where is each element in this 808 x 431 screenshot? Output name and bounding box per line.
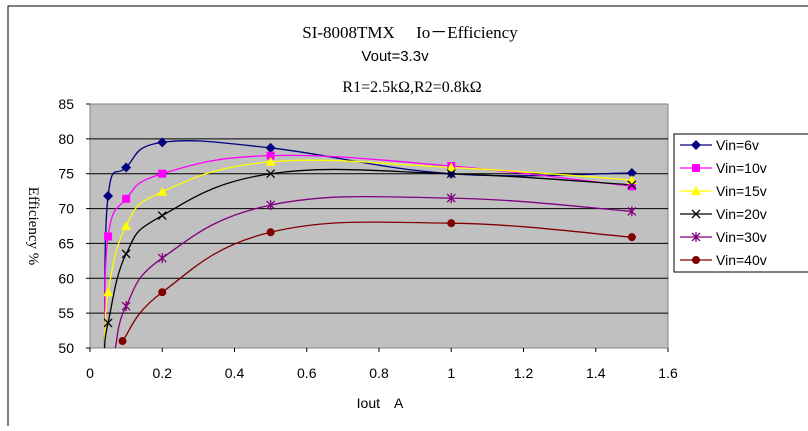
legend: Vin=6v Vin=10v Vin=15v Vin=20v Vin=30v Vin=40… xyxy=(680,137,767,268)
legend-box xyxy=(673,133,808,273)
data-point-0-3 xyxy=(157,137,168,148)
data-point-1-1 xyxy=(104,232,113,241)
y-tick-label-75: 75 xyxy=(58,166,74,182)
plot-area xyxy=(89,103,669,349)
legend-label-1: Vin=10v xyxy=(716,160,767,176)
y-tick-label-65: 65 xyxy=(58,235,74,251)
data-point-5-1 xyxy=(158,288,167,297)
data-point-4-3 xyxy=(266,200,276,211)
data-point-3-2 xyxy=(121,249,131,259)
data-point-3-3 xyxy=(157,211,167,221)
x-tick-label-1.2: 1.2 xyxy=(514,365,534,381)
data-point-0-4 xyxy=(265,142,276,153)
axes: 50 55 60 65 70 75 80 85 0 0.2 0.4 0.6 0.8 1 1.2 1.4 1.6 xyxy=(58,96,678,381)
data-point-2-1 xyxy=(103,287,114,297)
data-point-1-6 xyxy=(627,182,636,191)
y-tick-label-60: 60 xyxy=(58,270,74,286)
y-tick-label-50: 50 xyxy=(58,340,74,356)
data-point-1-3 xyxy=(158,169,167,178)
series-line-3 xyxy=(103,168,632,348)
chart-title-line-1: SI-8008TMX Io－Efficiency xyxy=(302,23,518,42)
data-point-5-4 xyxy=(627,233,636,242)
x-tick-label-0: 0 xyxy=(86,365,94,381)
data-point-3-4 xyxy=(266,169,276,179)
legend-marker-3 xyxy=(691,209,701,219)
data-point-3-6 xyxy=(627,180,637,190)
legend-label-2: Vin=15v xyxy=(716,183,767,199)
data-point-2-2 xyxy=(121,221,132,230)
y-tick-label-70: 70 xyxy=(58,201,74,217)
data-point-4-2 xyxy=(157,253,167,264)
data-point-0-2 xyxy=(121,162,132,173)
x-tick-label-1.4: 1.4 xyxy=(586,365,606,381)
data-point-4-5 xyxy=(627,206,637,217)
data-point-1-2 xyxy=(122,194,131,203)
legend-marker-2 xyxy=(691,186,701,195)
legend-marker-5 xyxy=(692,256,700,264)
data-point-0-6 xyxy=(626,168,637,179)
legend-label-4: Vin=30v xyxy=(716,229,767,245)
data-point-2-5 xyxy=(446,162,457,172)
series-markers xyxy=(103,137,637,346)
data-point-5-3 xyxy=(447,219,456,228)
y-tick-label-80: 80 xyxy=(58,131,74,147)
chart-title-line-2: Vout=3.3v xyxy=(361,48,429,65)
x-tick-label-1.6: 1.6 xyxy=(658,365,678,381)
legend-label-3: Vin=20v xyxy=(716,206,767,222)
data-point-2-3 xyxy=(157,186,168,196)
x-tick-label-0.4: 0.4 xyxy=(225,365,245,381)
data-point-2-4 xyxy=(265,156,276,166)
y-tick-label-55: 55 xyxy=(58,305,74,321)
legend-marker-1 xyxy=(692,164,700,172)
data-point-3-5 xyxy=(446,169,456,179)
y-tick-label-85: 85 xyxy=(58,96,74,112)
data-point-5-0 xyxy=(118,337,127,346)
legend-label-0: Vin=6v xyxy=(716,137,759,153)
x-tick-label-1: 1 xyxy=(447,365,455,381)
series-line-2 xyxy=(103,159,632,348)
data-point-3-1 xyxy=(103,318,113,328)
gridlines xyxy=(90,138,668,314)
x-tick-label-0.2: 0.2 xyxy=(153,365,173,381)
x-tick-label-0.8: 0.8 xyxy=(369,365,389,381)
series-lines xyxy=(103,140,632,348)
chart-title-line-3: R1=2.5kΩ,R2=0.8kΩ xyxy=(342,79,481,96)
legend-marker-0 xyxy=(691,140,701,150)
data-point-5-2 xyxy=(266,228,275,237)
legend-marker-4 xyxy=(691,232,701,242)
data-point-4-1 xyxy=(121,301,131,312)
x-tick-label-0.6: 0.6 xyxy=(297,365,317,381)
data-point-4-4 xyxy=(446,193,456,204)
series-line-5 xyxy=(122,221,632,342)
data-point-0-1 xyxy=(103,191,114,202)
x-axis-label: Iout A xyxy=(357,395,404,411)
legend-label-5: Vin=40v xyxy=(716,252,767,268)
y-axis-label: Efficiency % xyxy=(25,187,41,265)
data-point-1-4 xyxy=(266,151,275,160)
